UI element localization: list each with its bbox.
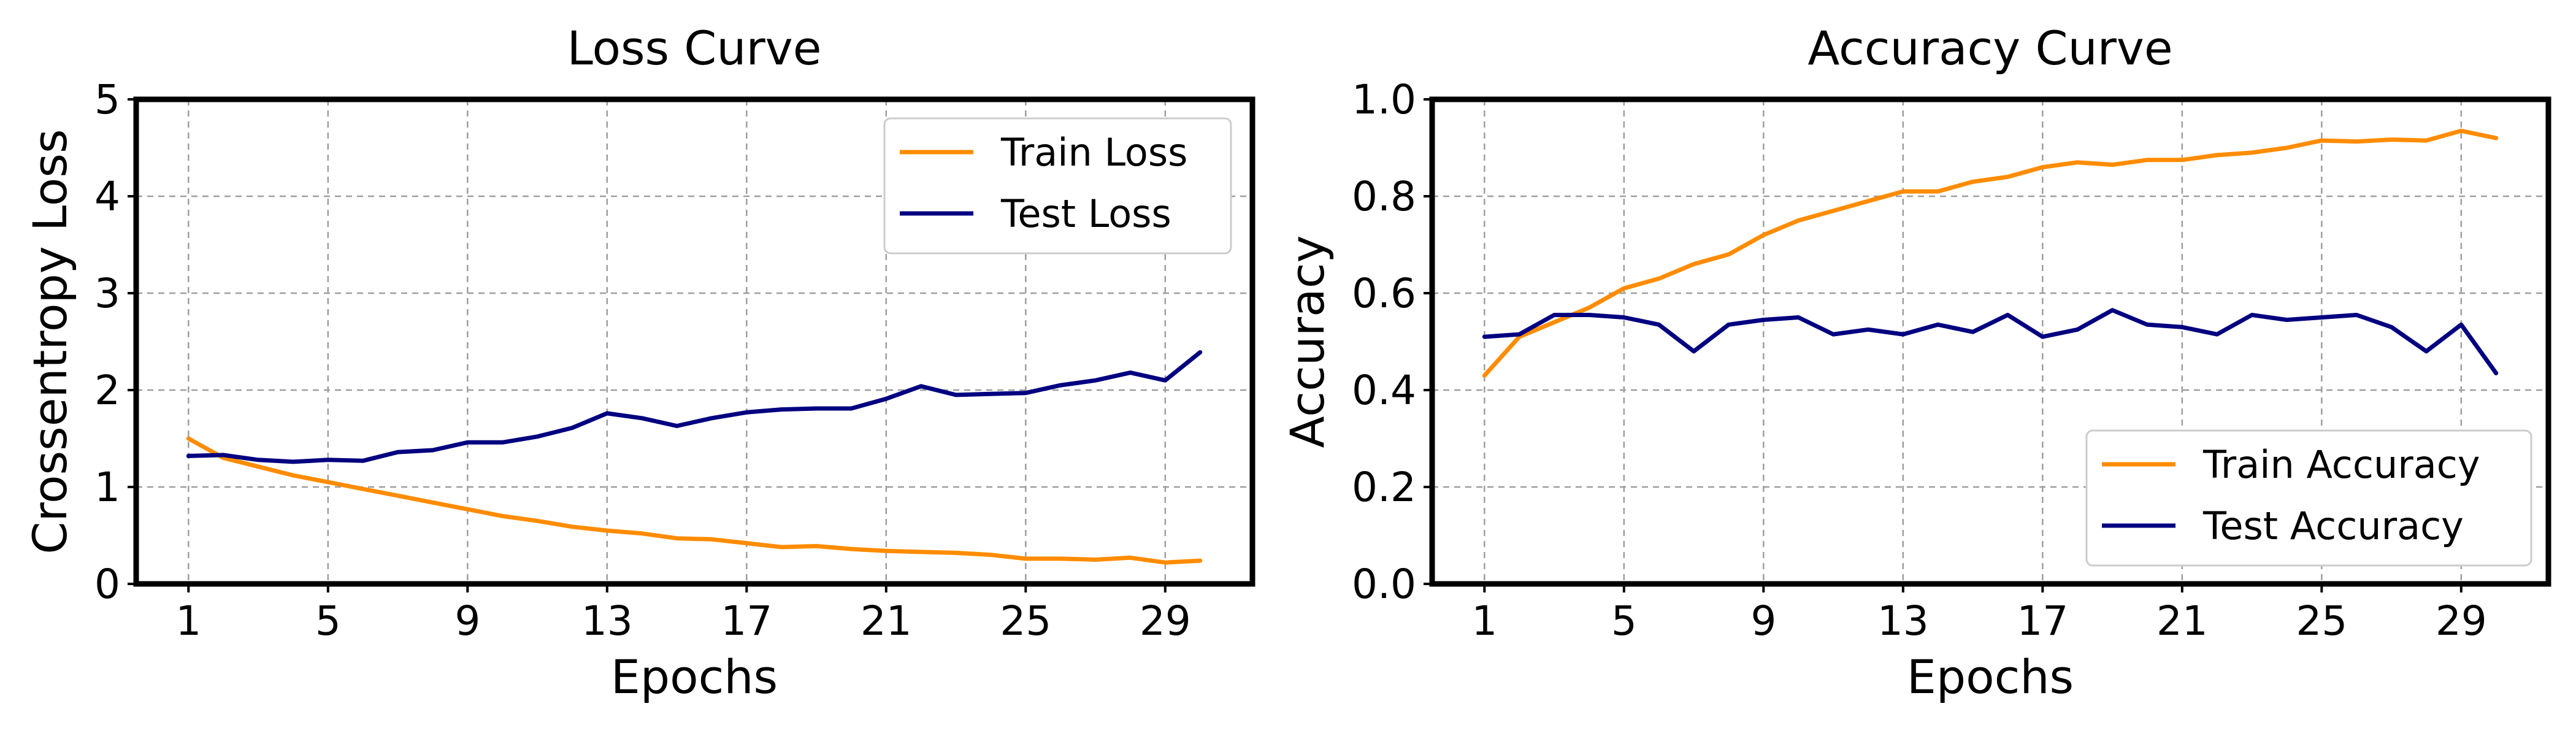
y-tick-label: 0.8	[1352, 173, 1416, 220]
y-tick-label: 1.0	[1352, 76, 1416, 123]
x-tick-label: 29	[2436, 597, 2487, 645]
legend-label: Test Loss	[1000, 191, 1171, 236]
y-tick-label: 0.0	[1352, 561, 1416, 608]
x-tick-label: 9	[454, 597, 480, 645]
y-tick-label: 5	[94, 76, 120, 123]
loss-x-axis-label: Epochs	[611, 650, 778, 704]
y-tick-label: 2	[94, 367, 120, 414]
accuracy-chart-panel: 1 5 9 13 17 21 25 29 0.0 0.2 0.4 0.6 0.8 1.0 Accuracy …	[1280, 21, 2551, 704]
y-tick-label: 0.6	[1352, 270, 1416, 317]
loss-y-axis-label: Crossentropy Loss	[23, 129, 77, 554]
accuracy-plot-frame	[1429, 96, 2551, 587]
x-tick-label: 21	[2156, 597, 2208, 645]
loss-legend: Train Loss Test Loss	[883, 117, 1232, 255]
x-tick-label: 1	[175, 597, 201, 645]
x-tick-label: 21	[861, 597, 912, 645]
accuracy-chart-title: Accuracy Curve	[1807, 21, 2172, 75]
accuracy-series-train-line	[1482, 128, 2499, 378]
x-tick-label: 13	[1877, 597, 1929, 645]
x-tick-label: 25	[1000, 597, 1051, 645]
y-tick-label: 1	[94, 464, 120, 511]
x-tick-label: 17	[721, 597, 772, 645]
x-tick-label: 9	[1750, 597, 1776, 645]
accuracy-y-axis-label: Accuracy	[1280, 236, 1335, 448]
y-tick-label: 0.2	[1352, 464, 1416, 511]
loss-chart-panel: 1 5 9 13 17 21 25 29 0 1 2 3 4 5 Loss Curve Epochs Cross…	[23, 21, 1255, 704]
x-tick-label: 17	[2017, 597, 2068, 645]
loss-series-test-line	[186, 350, 1203, 464]
y-tick-label: 0	[94, 561, 120, 608]
legend-frame	[2085, 429, 2532, 567]
accuracy-x-axis-label: Epochs	[1907, 650, 2074, 704]
legend-label: Test Accuracy	[2202, 504, 2464, 548]
legend-label: Train Accuracy	[2202, 442, 2480, 487]
legend-label: Train Loss	[1000, 130, 1187, 175]
loss-plot-frame	[133, 96, 1255, 587]
y-tick-label: 4	[94, 173, 120, 220]
x-tick-label: 13	[581, 597, 633, 645]
accuracy-series-test-line	[1482, 308, 2499, 375]
x-tick-label: 29	[1140, 597, 1191, 645]
accuracy-legend: Train Accuracy Test Accuracy	[2085, 429, 2532, 567]
loss-chart-title: Loss Curve	[567, 21, 821, 75]
x-tick-label: 5	[315, 597, 341, 645]
x-tick-label: 25	[2296, 597, 2347, 645]
x-tick-label: 5	[1611, 597, 1637, 645]
y-tick-label: 0.4	[1352, 367, 1416, 414]
x-tick-label: 1	[1471, 597, 1497, 645]
y-tick-label: 3	[94, 270, 120, 317]
loss-series-train-line	[186, 436, 1203, 565]
